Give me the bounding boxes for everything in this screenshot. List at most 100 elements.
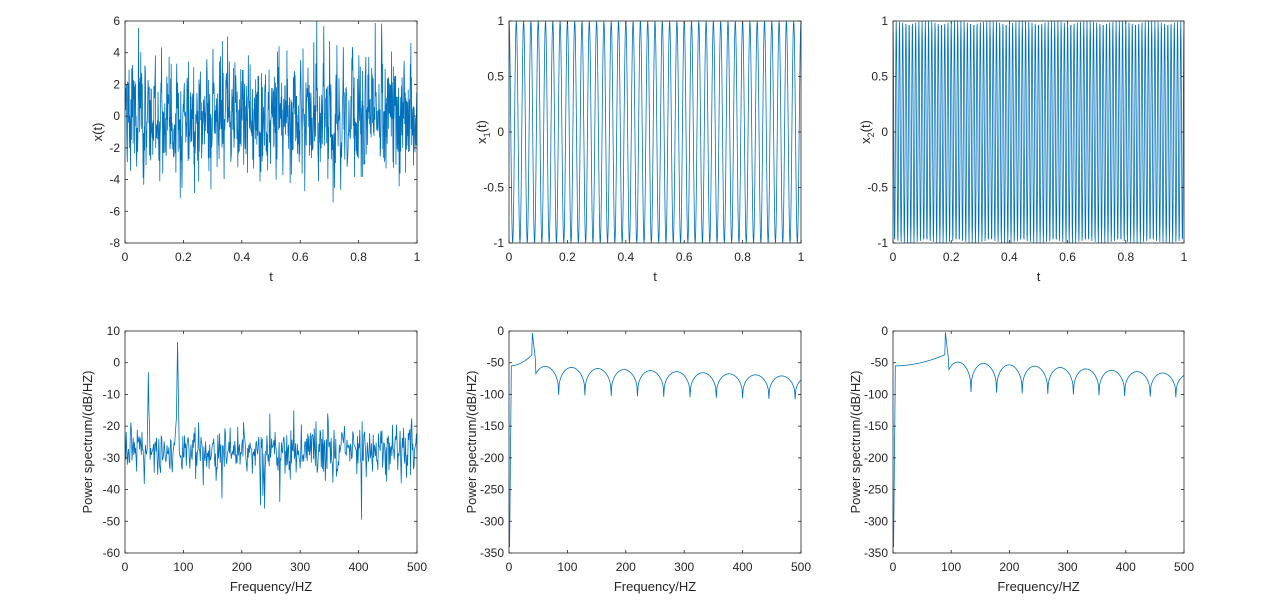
plot-area-p2 [509,21,801,243]
x-tick-label-p4-5: 500 [407,560,427,574]
y-tick-label-p4-6: 0 [113,356,120,370]
x-tick-label-p2-3: 0.6 [676,250,693,264]
y-tick-label-p1-1: -6 [109,204,120,218]
y-axis-label-arg-p3: (t) [858,120,873,132]
x-tick-label-p3-0: 0 [890,250,897,264]
y-tick-label-p4-1: -50 [103,514,121,528]
y-tick-label-p4-0: -60 [103,546,121,560]
x-tick-label-p5-1: 100 [557,560,577,574]
y-tick-label-p1-0: -8 [109,236,120,250]
x-tick-label-p4-1: 100 [173,560,193,574]
x-tick-label-p6-1: 100 [941,560,961,574]
y-tick-label-p5-0: -350 [480,546,504,560]
y-tick-label-p2-4: 1 [497,14,504,28]
y-tick-label-p6-2: -250 [864,483,888,497]
series-line-p3 [893,21,1184,243]
y-tick-label-p1-7: 6 [113,14,120,28]
y-tick-label-p2-0: -1 [493,236,504,250]
y-tick-label-p6-4: -150 [864,419,888,433]
x-tick-label-p5-4: 400 [733,560,753,574]
series-line-p2 [509,21,801,243]
y-axis-label-main-p2: x [474,137,489,144]
plot-area-p5 [509,331,801,553]
y-tick-label-p6-0: -350 [864,546,888,560]
x-tick-label-p4-0: 0 [122,560,129,574]
x-tick-label-p3-2: 0.4 [1001,250,1018,264]
axes-box-p4 [124,330,418,554]
x-tick-label-p6-5: 500 [1174,560,1194,574]
x-tick-label-p2-0: 0 [506,250,513,264]
x-tick-label-p3-3: 0.6 [1059,250,1076,264]
y-axis-label-p5: Power spectrum/(dB/HZ) [464,370,479,513]
y-tick-label-p4-7: 10 [107,324,121,338]
x-tick-label-p3-1: 0.2 [943,250,960,264]
y-tick-label-p3-3: 0.5 [871,70,888,84]
subplot-p4: 0 100 200 300 400 500 -60 -50 -40 -30 -20 -10 0 10 Fre… [80,324,427,594]
y-tick-label-p6-3: -200 [864,451,888,465]
x-tick-label-p3-5: 1 [1181,250,1188,264]
y-tick-label-p3-1: -0.5 [867,181,888,195]
y-axis-label-sub-p2: 1 [482,132,492,137]
x-tick-label-p6-4: 400 [1116,560,1136,574]
subplot-p3: 0 0.2 0.4 0.6 0.8 1 -1 -0.5 0 0.5 1 t x2(t) [858,14,1188,284]
y-axis-label-main-p3: x [858,137,873,144]
x-axis-label-p3: t [1037,269,1041,284]
y-tick-label-p1-5: 2 [113,77,120,91]
y-tick-label-p2-1: -0.5 [483,181,504,195]
y-tick-label-p6-5: -100 [864,387,888,401]
y-axis-label-p3: x2(t) [858,120,876,144]
subplot-p1: 0 0.2 0.4 0.6 0.8 1 -8 -6 -4 -2 0 2 4 6 t x(t) [90,14,421,284]
plot-area-p4 [125,331,417,553]
y-axis-label-p2: x1(t) [474,120,492,144]
series-line-p5 [509,332,801,548]
plot-area-p3 [893,21,1184,243]
y-tick-label-p4-2: -40 [103,483,121,497]
x-tick-label-p1-5: 1 [414,250,421,264]
x-axis-label-p4: Frequency/HZ [230,579,312,594]
y-tick-label-p5-5: -100 [480,387,504,401]
x-axis-label-p5: Frequency/HZ [614,579,696,594]
y-axis-label-p4: Power spectrum/(dB/HZ) [80,370,95,513]
y-tick-label-p4-3: -30 [103,451,121,465]
y-tick-label-p5-2: -250 [480,483,504,497]
x-tick-label-p3-4: 0.8 [1117,250,1134,264]
y-tick-label-p6-1: -300 [864,514,888,528]
x-tick-label-p5-3: 300 [674,560,694,574]
x-tick-label-p2-5: 1 [798,250,805,264]
y-tick-label-p3-0: -1 [877,236,888,250]
x-tick-label-p4-2: 200 [232,560,252,574]
y-axis-label-sub-p3: 2 [866,132,876,137]
x-tick-label-p5-0: 0 [506,560,513,574]
y-tick-label-p5-7: 0 [497,324,504,338]
x-tick-label-p6-0: 0 [890,560,897,574]
y-axis-label-p6: Power spectrum/(dB/HZ) [848,370,863,513]
y-tick-label-p6-6: -50 [871,356,889,370]
y-tick-label-p5-6: -50 [487,356,505,370]
x-tick-label-p4-3: 300 [290,560,310,574]
x-axis-label-p6: Frequency/HZ [997,579,1079,594]
x-tick-label-p2-2: 0.4 [617,250,634,264]
series-line-p6 [893,332,1184,548]
y-tick-label-p4-5: -10 [103,387,121,401]
x-tick-label-p1-1: 0.2 [175,250,192,264]
y-tick-label-p3-4: 1 [881,14,888,28]
y-tick-label-p2-2: 0 [497,125,504,139]
x-tick-label-p5-5: 500 [791,560,811,574]
x-tick-label-p1-2: 0.4 [233,250,250,264]
y-tick-label-p1-2: -4 [109,173,120,187]
y-tick-label-p2-3: 0.5 [487,70,504,84]
axes-box-p5 [508,330,802,554]
y-tick-label-p1-4: 0 [113,109,120,123]
y-tick-label-p5-4: -150 [480,419,504,433]
series-line-p1 [125,21,417,203]
y-tick-label-p6-7: 0 [881,324,888,338]
y-tick-label-p3-2: 0 [881,125,888,139]
x-tick-label-p5-2: 200 [616,560,636,574]
y-axis-label-arg-p2: (t) [474,120,489,132]
y-tick-label-p1-6: 4 [113,46,120,60]
axes-box-p6 [892,330,1185,554]
series-line-p4 [125,342,417,520]
x-axis-label-p2: t [653,269,657,284]
